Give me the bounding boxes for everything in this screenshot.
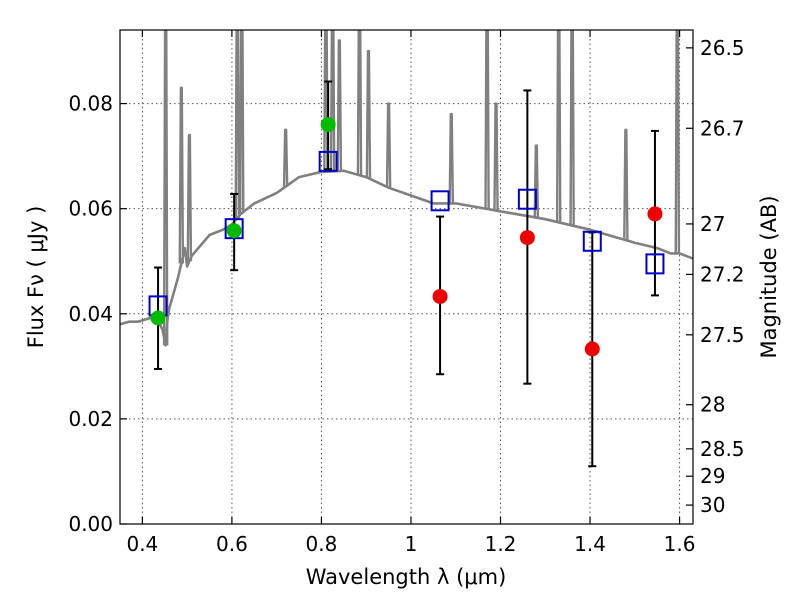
y2-tick-label: 26.5 [700, 36, 745, 60]
emission-line [484, 30, 490, 209]
observed-nir-point [647, 206, 663, 222]
x-tick-label: 1 [405, 532, 418, 556]
y-axis-label: Flux Fν ( μJy ) [24, 206, 48, 349]
plot-area [120, 30, 693, 468]
y2-tick-label: 26.7 [700, 116, 745, 140]
model-spectrum-line [120, 169, 693, 347]
y-tick-label: 0.00 [68, 512, 113, 536]
x-tick-label: 0.4 [126, 532, 158, 556]
y-tick-label: 0.08 [68, 92, 113, 116]
x-tick-label: 1.6 [664, 532, 696, 556]
axis-ticks: 0.4 0.6 0.8 1 1.2 1.4 1.6 0.00 0.02 0.04 0.06 0.08 2… [68, 30, 745, 556]
y2-axis-label: Magnitude (AB) [757, 195, 781, 358]
y2-tick-label: 27 [700, 212, 725, 236]
y-tick-label: 0.06 [68, 197, 113, 221]
emission-line [234, 30, 241, 219]
emission-line [533, 144, 540, 218]
emission-line [493, 102, 499, 211]
model-photometry-square [318, 150, 338, 172]
emission-line [178, 86, 185, 264]
data-markers [148, 117, 665, 357]
emission-line [555, 30, 562, 223]
observed-nir-point [432, 288, 448, 304]
grid [120, 30, 693, 525]
y2-tick-label: 30 [700, 493, 725, 517]
observed-optical-point [150, 310, 166, 326]
x-tick-label: 1.2 [485, 532, 517, 556]
y-tick-label: 0.04 [68, 302, 113, 326]
x-tick-label: 1.4 [574, 532, 606, 556]
y2-tick-label: 27.5 [700, 323, 745, 347]
x-axis-label: Wavelength λ (μm) [306, 565, 507, 589]
y2-tick-label: 28 [700, 393, 725, 417]
emission-line [162, 30, 169, 346]
observed-optical-point [226, 223, 242, 239]
emission-line [365, 49, 372, 179]
x-tick-label: 0.6 [216, 532, 248, 556]
emission-line [385, 102, 392, 188]
emission-line [336, 39, 343, 172]
y2-tick-label: 29 [700, 464, 725, 488]
plot-frame [119, 29, 694, 525]
error-bars [154, 80, 659, 468]
y-tick-label: 0.02 [68, 407, 113, 431]
observed-nir-point [519, 230, 535, 246]
observed-nir-point [584, 341, 600, 357]
emission-line [623, 128, 629, 241]
model-photometry-square [645, 253, 665, 275]
observed-optical-point [320, 117, 336, 133]
model-spectrum [120, 30, 693, 347]
emission-line [282, 128, 289, 187]
emission-line [186, 133, 193, 262]
emission-line [329, 30, 336, 172]
y2-tick-label: 27.2 [700, 262, 745, 286]
x-tick-label: 0.8 [306, 532, 338, 556]
emission-line [356, 30, 363, 176]
y2-tick-label: 28.5 [700, 437, 745, 461]
emission-line [448, 112, 455, 204]
model-photometry-square [430, 190, 450, 212]
emission-line [238, 30, 245, 214]
emission-line [674, 30, 681, 254]
emission-line [323, 30, 329, 172]
emission-line [569, 30, 575, 226]
model-photometry-square [517, 188, 537, 210]
model-photometry-square [582, 230, 602, 252]
